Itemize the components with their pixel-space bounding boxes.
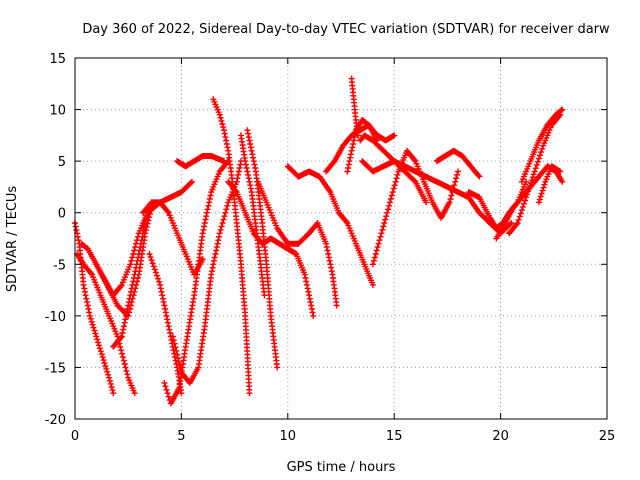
series-points <box>225 178 317 319</box>
series-arc-28 <box>535 163 564 206</box>
axis-ticks: 0 5 10 15 20 25 -20 -15 -10 -5 0 5 10 15 <box>45 52 616 444</box>
data-points <box>72 75 566 407</box>
series-points <box>174 153 227 170</box>
series-arc-14 <box>225 178 317 319</box>
series-points <box>323 122 381 175</box>
series-arc-09 <box>140 199 206 278</box>
x-tick-label: 10 <box>280 429 297 444</box>
chart-title: Day 360 of 2022, Sidereal Day-to-day VTE… <box>82 22 610 37</box>
y-tick-label: 10 <box>49 104 66 119</box>
series-arc-01 <box>72 220 117 397</box>
series-arc-16 <box>284 163 376 288</box>
x-tick-label: 0 <box>71 429 79 444</box>
series-points <box>210 96 253 397</box>
series-arc-27 <box>506 111 564 237</box>
series-points <box>255 178 340 309</box>
series-arc-20 <box>323 122 381 175</box>
series-points <box>110 199 155 350</box>
y-tick-label: 15 <box>49 52 66 67</box>
series-arc-23 <box>433 147 483 180</box>
series-arc-22 <box>359 158 515 237</box>
y-tick-label: 5 <box>58 155 66 170</box>
series-points <box>433 147 483 180</box>
series-points <box>140 199 206 278</box>
series-arc-10 <box>174 153 227 170</box>
series-arc-13 <box>244 127 281 371</box>
series-points <box>518 106 566 185</box>
y-axis-label: SDTVAR / TECUs <box>5 186 20 293</box>
y-tick-label: -15 <box>45 361 66 376</box>
series-points <box>244 127 281 371</box>
y-tick-label: -10 <box>45 310 66 325</box>
series-points <box>506 111 564 237</box>
series-arc-26 <box>518 106 566 185</box>
series-points <box>238 132 268 299</box>
series-arc-15 <box>255 178 340 309</box>
series-arc-12 <box>238 132 268 299</box>
series-arc-05 <box>110 199 155 350</box>
x-axis-label: GPS time / hours <box>287 460 396 475</box>
x-tick-label: 5 <box>177 429 185 444</box>
x-tick-label: 15 <box>386 429 403 444</box>
series-points <box>72 220 117 397</box>
series-points <box>74 251 138 397</box>
series-arc-11 <box>210 96 253 397</box>
y-tick-label: -20 <box>45 413 66 428</box>
plot-frame <box>74 57 608 420</box>
series-arc-02 <box>74 251 138 397</box>
series-points <box>535 163 564 206</box>
y-tick-label: 0 <box>58 207 66 222</box>
y-tick-label: -5 <box>53 258 66 273</box>
x-tick-label: 25 <box>599 429 616 444</box>
series-points <box>359 158 515 237</box>
series-points <box>284 163 376 288</box>
grid-lines <box>75 58 607 419</box>
x-tick-label: 20 <box>492 429 509 444</box>
